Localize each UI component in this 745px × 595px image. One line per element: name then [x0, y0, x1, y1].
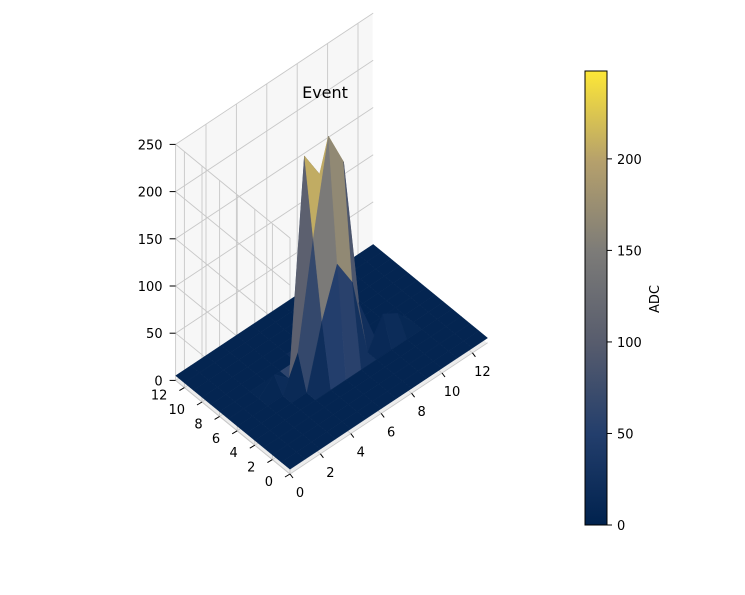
- colorbar-tick-label: 0: [617, 519, 625, 534]
- colorbar-label: ADC: [648, 285, 663, 313]
- x-tick-label: 0: [296, 486, 304, 501]
- grid-line: [175, 191, 291, 286]
- y-tick-mark: [267, 459, 273, 464]
- z-tick-label: 100: [138, 280, 163, 295]
- colorbar-tick-label: 200: [617, 153, 642, 168]
- colorbar-gradient: [584, 70, 608, 526]
- x-tick-label: 4: [357, 446, 365, 461]
- colorbar-tick-label: 100: [617, 336, 642, 351]
- x-tick-label: 6: [387, 425, 395, 440]
- colorbar-tick-label: 50: [617, 427, 634, 442]
- y-tick-mark: [284, 473, 291, 478]
- grid-line: [175, 144, 291, 239]
- x-tick-mark: [471, 352, 476, 358]
- y-tick-label: 4: [230, 446, 238, 461]
- y-tick-mark: [249, 444, 256, 449]
- x-tick-mark: [411, 392, 416, 398]
- grid-line: [175, 107, 374, 240]
- y-tick-mark: [214, 415, 220, 420]
- x-tick-mark: [380, 413, 385, 418]
- grid-line: [289, 342, 488, 475]
- z-tick-label: 0: [154, 374, 162, 389]
- z-tick-label: 150: [138, 233, 163, 248]
- x-tick-mark: [289, 473, 294, 479]
- y-tick-label: 10: [168, 403, 185, 418]
- x-tick-label: 8: [417, 405, 425, 420]
- z-tick-label: 200: [138, 186, 163, 201]
- colorbar-tick-label: 150: [617, 244, 642, 259]
- surface-facet: [463, 330, 488, 349]
- z-tick-label: 50: [146, 327, 163, 342]
- grid-line: [175, 59, 374, 192]
- y-tick-mark: [231, 430, 238, 435]
- x-tick-mark: [350, 433, 355, 438]
- grid-line: [175, 12, 374, 145]
- x-tick-label: 2: [326, 466, 334, 481]
- y-tick-label: 2: [247, 461, 255, 476]
- x-tick-label: 10: [444, 385, 461, 400]
- surface: [175, 135, 488, 470]
- y-tick-label: 8: [194, 417, 202, 432]
- x-tick-mark: [441, 372, 446, 378]
- x-tick-label: 12: [474, 365, 491, 380]
- x-tick-mark: [319, 453, 324, 459]
- z-tick-label: 250: [138, 138, 163, 153]
- y-tick-label: 12: [151, 389, 168, 404]
- y-tick-mark: [196, 401, 203, 406]
- chart-title: Event: [302, 83, 348, 102]
- grid-line: [175, 380, 291, 475]
- y-tick-mark: [179, 387, 185, 392]
- colorbar: 0 50 100 150 200: [584, 70, 642, 534]
- y-tick-label: 6: [212, 432, 220, 447]
- y-tick-label: 0: [265, 475, 273, 490]
